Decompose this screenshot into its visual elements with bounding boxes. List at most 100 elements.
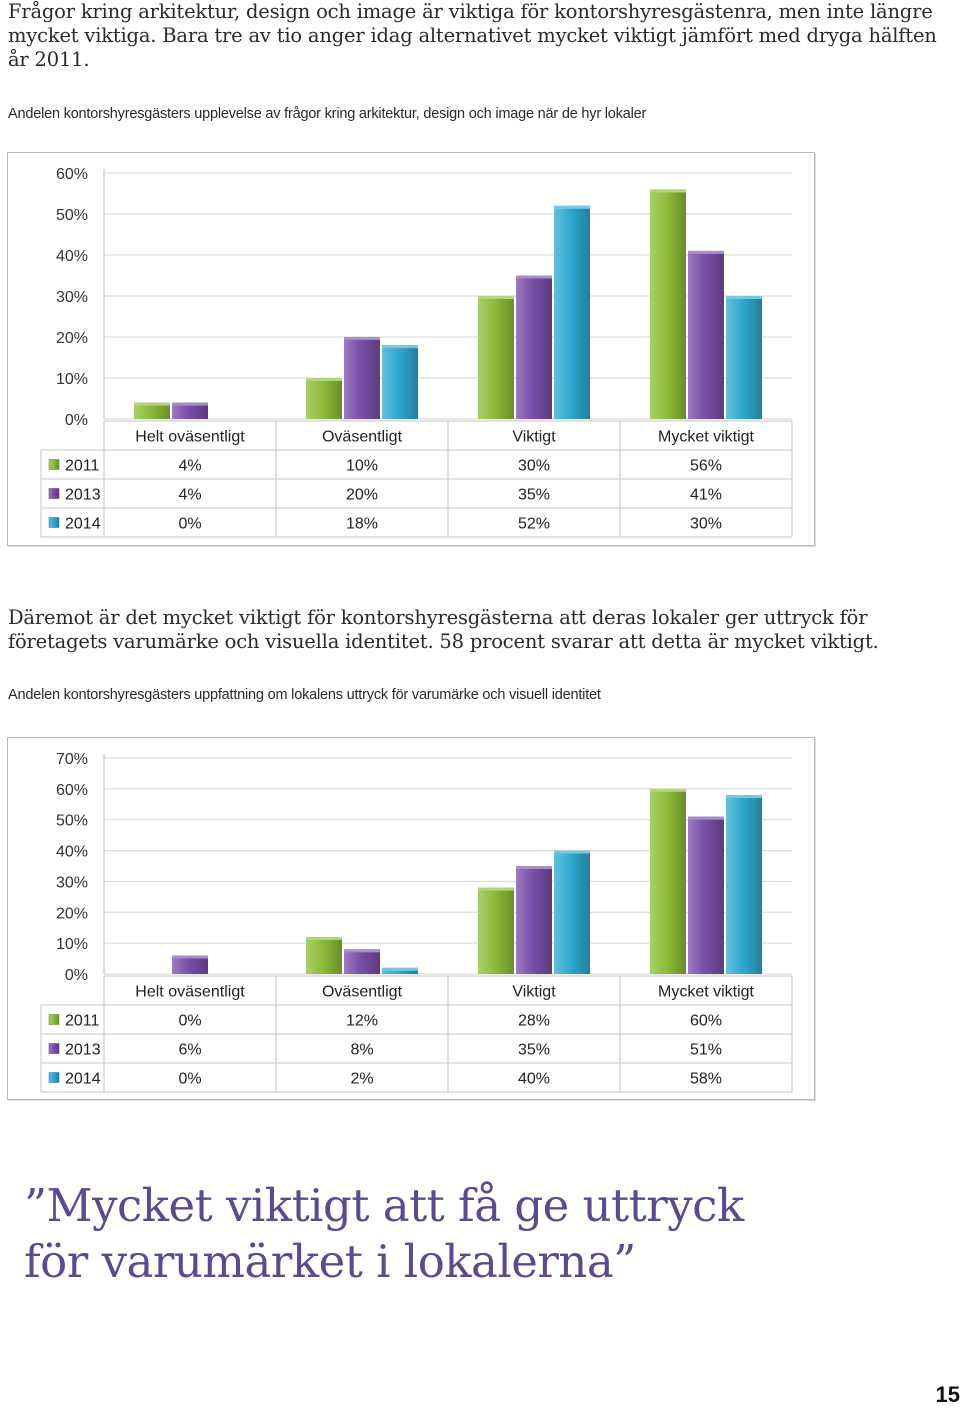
y-tick-label: 50% xyxy=(56,207,88,224)
data-label: 51% xyxy=(690,1042,722,1059)
legend-label: 2014 xyxy=(65,1071,101,1088)
bar-cap-2011 xyxy=(134,402,170,406)
bar-2011 xyxy=(478,296,514,419)
bar-2011 xyxy=(650,788,686,974)
bar-2011 xyxy=(478,887,514,974)
legend-swatch-2011 xyxy=(48,1014,60,1025)
x-category-label: Oväsentligt xyxy=(322,429,403,446)
legend-swatch-2014 xyxy=(48,517,60,528)
bar-2013 xyxy=(688,816,724,974)
x-category-label: Helt oväsentligt xyxy=(135,984,245,1001)
y-tick-label: 30% xyxy=(56,289,88,306)
bar-cap-2014 xyxy=(726,296,762,299)
y-tick-label: 40% xyxy=(56,844,88,861)
legend-swatch-2013 xyxy=(48,488,60,499)
data-label: 40% xyxy=(518,1071,550,1088)
legend-label: 2014 xyxy=(65,516,101,533)
legend-swatch-2011 xyxy=(48,459,60,470)
bar-2014 xyxy=(382,967,418,974)
bar-2011 xyxy=(134,402,170,419)
bar-cap-2011 xyxy=(306,378,342,381)
y-tick-label: 10% xyxy=(56,936,88,953)
data-label: 18% xyxy=(346,516,378,533)
x-category-label: Mycket viktigt xyxy=(658,984,755,1001)
data-label: 4% xyxy=(178,458,201,475)
data-label: 6% xyxy=(178,1042,201,1059)
x-category-label: Helt oväsentligt xyxy=(135,429,245,446)
pull-quote: ”Mycket viktigt att få ge uttryck för va… xyxy=(24,1178,744,1290)
bar-2011 xyxy=(306,936,342,974)
bar-cap-2013 xyxy=(344,949,380,953)
bar-2011 xyxy=(306,378,342,419)
data-label: 2% xyxy=(350,1071,373,1088)
y-tick-label: 10% xyxy=(56,371,88,388)
y-tick-label: 0% xyxy=(65,967,88,984)
data-label: 35% xyxy=(518,1042,550,1059)
chart2-caption: Andelen kontorshyresgästers uppfattning … xyxy=(8,687,601,703)
data-label: 10% xyxy=(346,458,378,475)
page-number: 15 xyxy=(935,1382,960,1407)
legend-label: 2011 xyxy=(65,1013,100,1030)
bar-cap-2011 xyxy=(478,887,514,891)
bar-cap-2011 xyxy=(650,788,686,792)
data-label: 52% xyxy=(518,516,550,533)
legend-swatch-2013 xyxy=(48,1043,60,1054)
bar-cap-2013 xyxy=(688,816,724,820)
bar-cap-2014 xyxy=(382,967,418,971)
y-tick-label: 70% xyxy=(56,751,88,768)
chart1-frame: 0% 10% 20% 30% 40% 50% 60% Helt oväsentligt Oväs… xyxy=(7,152,815,546)
legend-swatch-2014 xyxy=(48,1072,60,1083)
y-tick-label: 20% xyxy=(56,905,88,922)
bar-2011 xyxy=(650,189,686,419)
bar-2014 xyxy=(726,795,762,974)
bar-2013 xyxy=(516,275,552,419)
data-label: 41% xyxy=(690,487,722,504)
middle-paragraph: Däremot är det mycket viktigt för kontor… xyxy=(8,606,879,653)
bar-cap-2013 xyxy=(344,337,380,340)
bar-2014 xyxy=(726,296,762,419)
data-label: 8% xyxy=(350,1042,373,1059)
data-label: 58% xyxy=(690,1071,722,1088)
data-label: 12% xyxy=(346,1013,378,1030)
bar-cap-2013 xyxy=(172,402,208,406)
data-label: 28% xyxy=(518,1013,550,1030)
bar-2013 xyxy=(688,250,724,419)
y-tick-label: 20% xyxy=(56,330,88,347)
bar-cap-2011 xyxy=(478,296,514,299)
data-label: 30% xyxy=(518,458,550,475)
bar-2013 xyxy=(172,402,208,419)
bar-cap-2014 xyxy=(726,795,762,799)
bar-cap-2013 xyxy=(516,866,552,869)
bar-2013 xyxy=(344,337,380,419)
data-label: 35% xyxy=(518,487,550,504)
y-tick-label: 60% xyxy=(56,166,88,183)
data-label: 0% xyxy=(178,1013,201,1030)
bar-2014 xyxy=(382,345,418,419)
data-label: 30% xyxy=(690,516,722,533)
x-category-label: Mycket viktigt xyxy=(658,429,755,446)
bar-2013 xyxy=(172,955,208,974)
y-tick-label: 0% xyxy=(65,412,88,429)
legend-label: 2011 xyxy=(65,458,100,475)
data-label: 60% xyxy=(690,1013,722,1030)
bar-cap-2014 xyxy=(554,205,590,209)
chart1-svg: 0% 10% 20% 30% 40% 50% 60% Helt oväsentligt Oväs… xyxy=(40,166,793,538)
y-tick-label: 50% xyxy=(56,813,88,830)
pull-quote-line-2: för varumärket i lokalerna” xyxy=(24,1235,636,1288)
bar-2014 xyxy=(554,205,590,419)
bar-cap-2011 xyxy=(650,189,686,193)
bar-cap-2014 xyxy=(554,850,590,854)
data-label: 0% xyxy=(178,1071,201,1088)
data-label: 56% xyxy=(690,458,722,475)
bar-cap-2011 xyxy=(306,936,342,940)
bar-2013 xyxy=(344,949,380,974)
intro-paragraph: Frågor kring arkitektur, design och imag… xyxy=(8,0,937,71)
pull-quote-line-1: ”Mycket viktigt att få ge uttryck xyxy=(24,1179,744,1232)
x-category-label: Viktigt xyxy=(512,429,556,446)
y-tick-label: 30% xyxy=(56,874,88,891)
bar-cap-2013 xyxy=(688,250,724,254)
data-label: 20% xyxy=(346,487,378,504)
chart2-frame: 0% 10% 20% 30% 40% 50% 60% 70% Helt oväsentligt O… xyxy=(7,737,815,1100)
bar-2014 xyxy=(554,850,590,974)
bar-cap-2014 xyxy=(382,345,418,349)
